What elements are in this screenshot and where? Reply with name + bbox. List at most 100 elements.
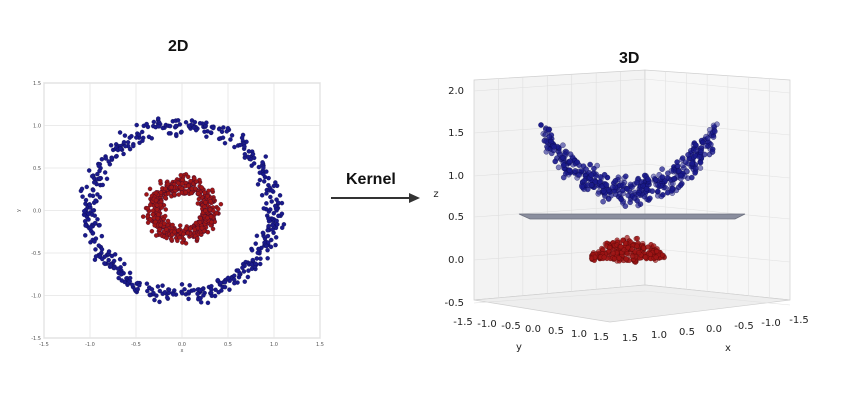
lifted-outer-point [594,162,600,169]
lifted-outer-point [612,178,619,184]
outer-ring-point [241,269,247,274]
outer-ring-point [279,200,285,206]
outer-ring-point [258,261,263,267]
outer-ring-point [256,164,262,170]
y-tick-label: -1.5 [31,336,41,342]
lifted-outer-point [538,122,544,128]
outer-ring-point [156,124,162,129]
outer-ring-point [145,288,150,294]
lifted-outer-point [643,186,650,192]
lifted-outer-point [634,179,640,186]
back-right-pane [644,69,791,301]
outer-ring-point [156,116,161,121]
outer-ring-point [232,144,237,150]
outer-ring-point [123,143,128,149]
inner-cluster-point [195,236,200,241]
outer-ring-point [221,125,226,130]
outer-ring-point [91,180,97,185]
lifted-outer-point [680,162,686,169]
lifted-outer-point [659,174,666,180]
y-tick-label: -0.5 [31,251,41,257]
outer-ring-point [147,292,153,298]
lifted-outer-point [693,165,699,172]
z-tick-label: 0.0 [448,255,464,266]
outer-ring-point [264,243,269,249]
inner-cluster-point [202,204,207,210]
outer-ring-point [179,282,185,287]
z-gridline [473,163,646,177]
outer-ring-point [117,146,123,152]
y-tick-label: 0.5 [548,326,564,337]
y-tick-label: -0.5 [501,321,521,332]
lifted-inner-point [654,248,660,255]
outer-ring-point [246,149,252,154]
outer-ring-point [121,151,126,157]
outer-ring-point [191,287,197,293]
outer-ring-point [134,122,139,128]
lifted-outer-point [616,190,623,197]
inner-cluster-point [158,190,164,195]
outer-ring-point [116,275,121,281]
z-tick-label: 2.0 [448,86,464,97]
outer-ring-point [92,220,98,226]
lifted-outer-point [601,172,608,178]
outer-ring-point [166,131,172,136]
inner-cluster-point [140,214,146,219]
outer-ring-point [261,179,267,184]
lifted-outer-point [696,154,703,160]
inner-cluster-point [153,190,159,196]
lifted-outer-point [583,166,589,172]
lifted-inner-point [642,254,649,260]
outer-ring-point [251,161,257,166]
outer-ring-point [269,188,275,193]
lifted-outer-point [677,172,684,179]
inner-cluster-point [210,226,216,232]
outer-ring-point [216,126,222,132]
lifted-outer-point [560,155,566,161]
inner-cluster-point [145,220,151,225]
outer-ring-point [260,160,265,165]
z-gridline [644,247,791,263]
outer-ring-point [197,120,203,126]
x-axis-label: x [725,343,731,354]
inner-cluster-point [183,241,189,246]
outer-ring-point [253,261,258,266]
z-axis-label: z [433,189,438,200]
x-tick-label: 0.5 [679,327,695,338]
inner-cluster-point [147,216,153,222]
lifted-outer-point [658,193,665,200]
lifted-inner-point [607,244,613,250]
inner-cluster-point [147,186,153,192]
inner-cluster-point [145,206,151,211]
lifted-outer-point [674,159,680,165]
outer-ring-point [103,156,109,161]
z-gridline [644,78,791,94]
inner-cluster-point [144,192,149,197]
outer-ring-point [122,133,128,138]
inner-cluster-point [198,216,203,221]
y-axis-label: y [516,342,522,353]
lifted-outer-point [609,184,616,190]
inner-cluster-point [179,190,185,195]
outer-ring-point [209,290,214,296]
outer-ring-point [157,288,163,294]
outer-ring-point [87,193,93,198]
outer-ring-point [160,283,165,288]
y-tick-label: 0.0 [525,324,541,335]
outer-ring-point [136,132,142,137]
lifted-outer-point [647,195,653,202]
lifted-outer-point [544,145,551,152]
y-axis-label: y [16,209,22,212]
y-tick-label: 1.0 [33,124,41,130]
z-gridline [644,290,791,306]
outer-ring-point [215,277,221,283]
y-tick-label: -1.0 [477,319,497,330]
outer-ring-point [152,297,157,303]
arrow-head [409,193,420,203]
x-tick-label: -1.5 [39,342,49,348]
outer-ring-point [225,125,231,131]
outer-ring-point [216,136,222,142]
outer-ring-point [151,119,157,125]
z-tick-label: -0.5 [444,298,464,309]
